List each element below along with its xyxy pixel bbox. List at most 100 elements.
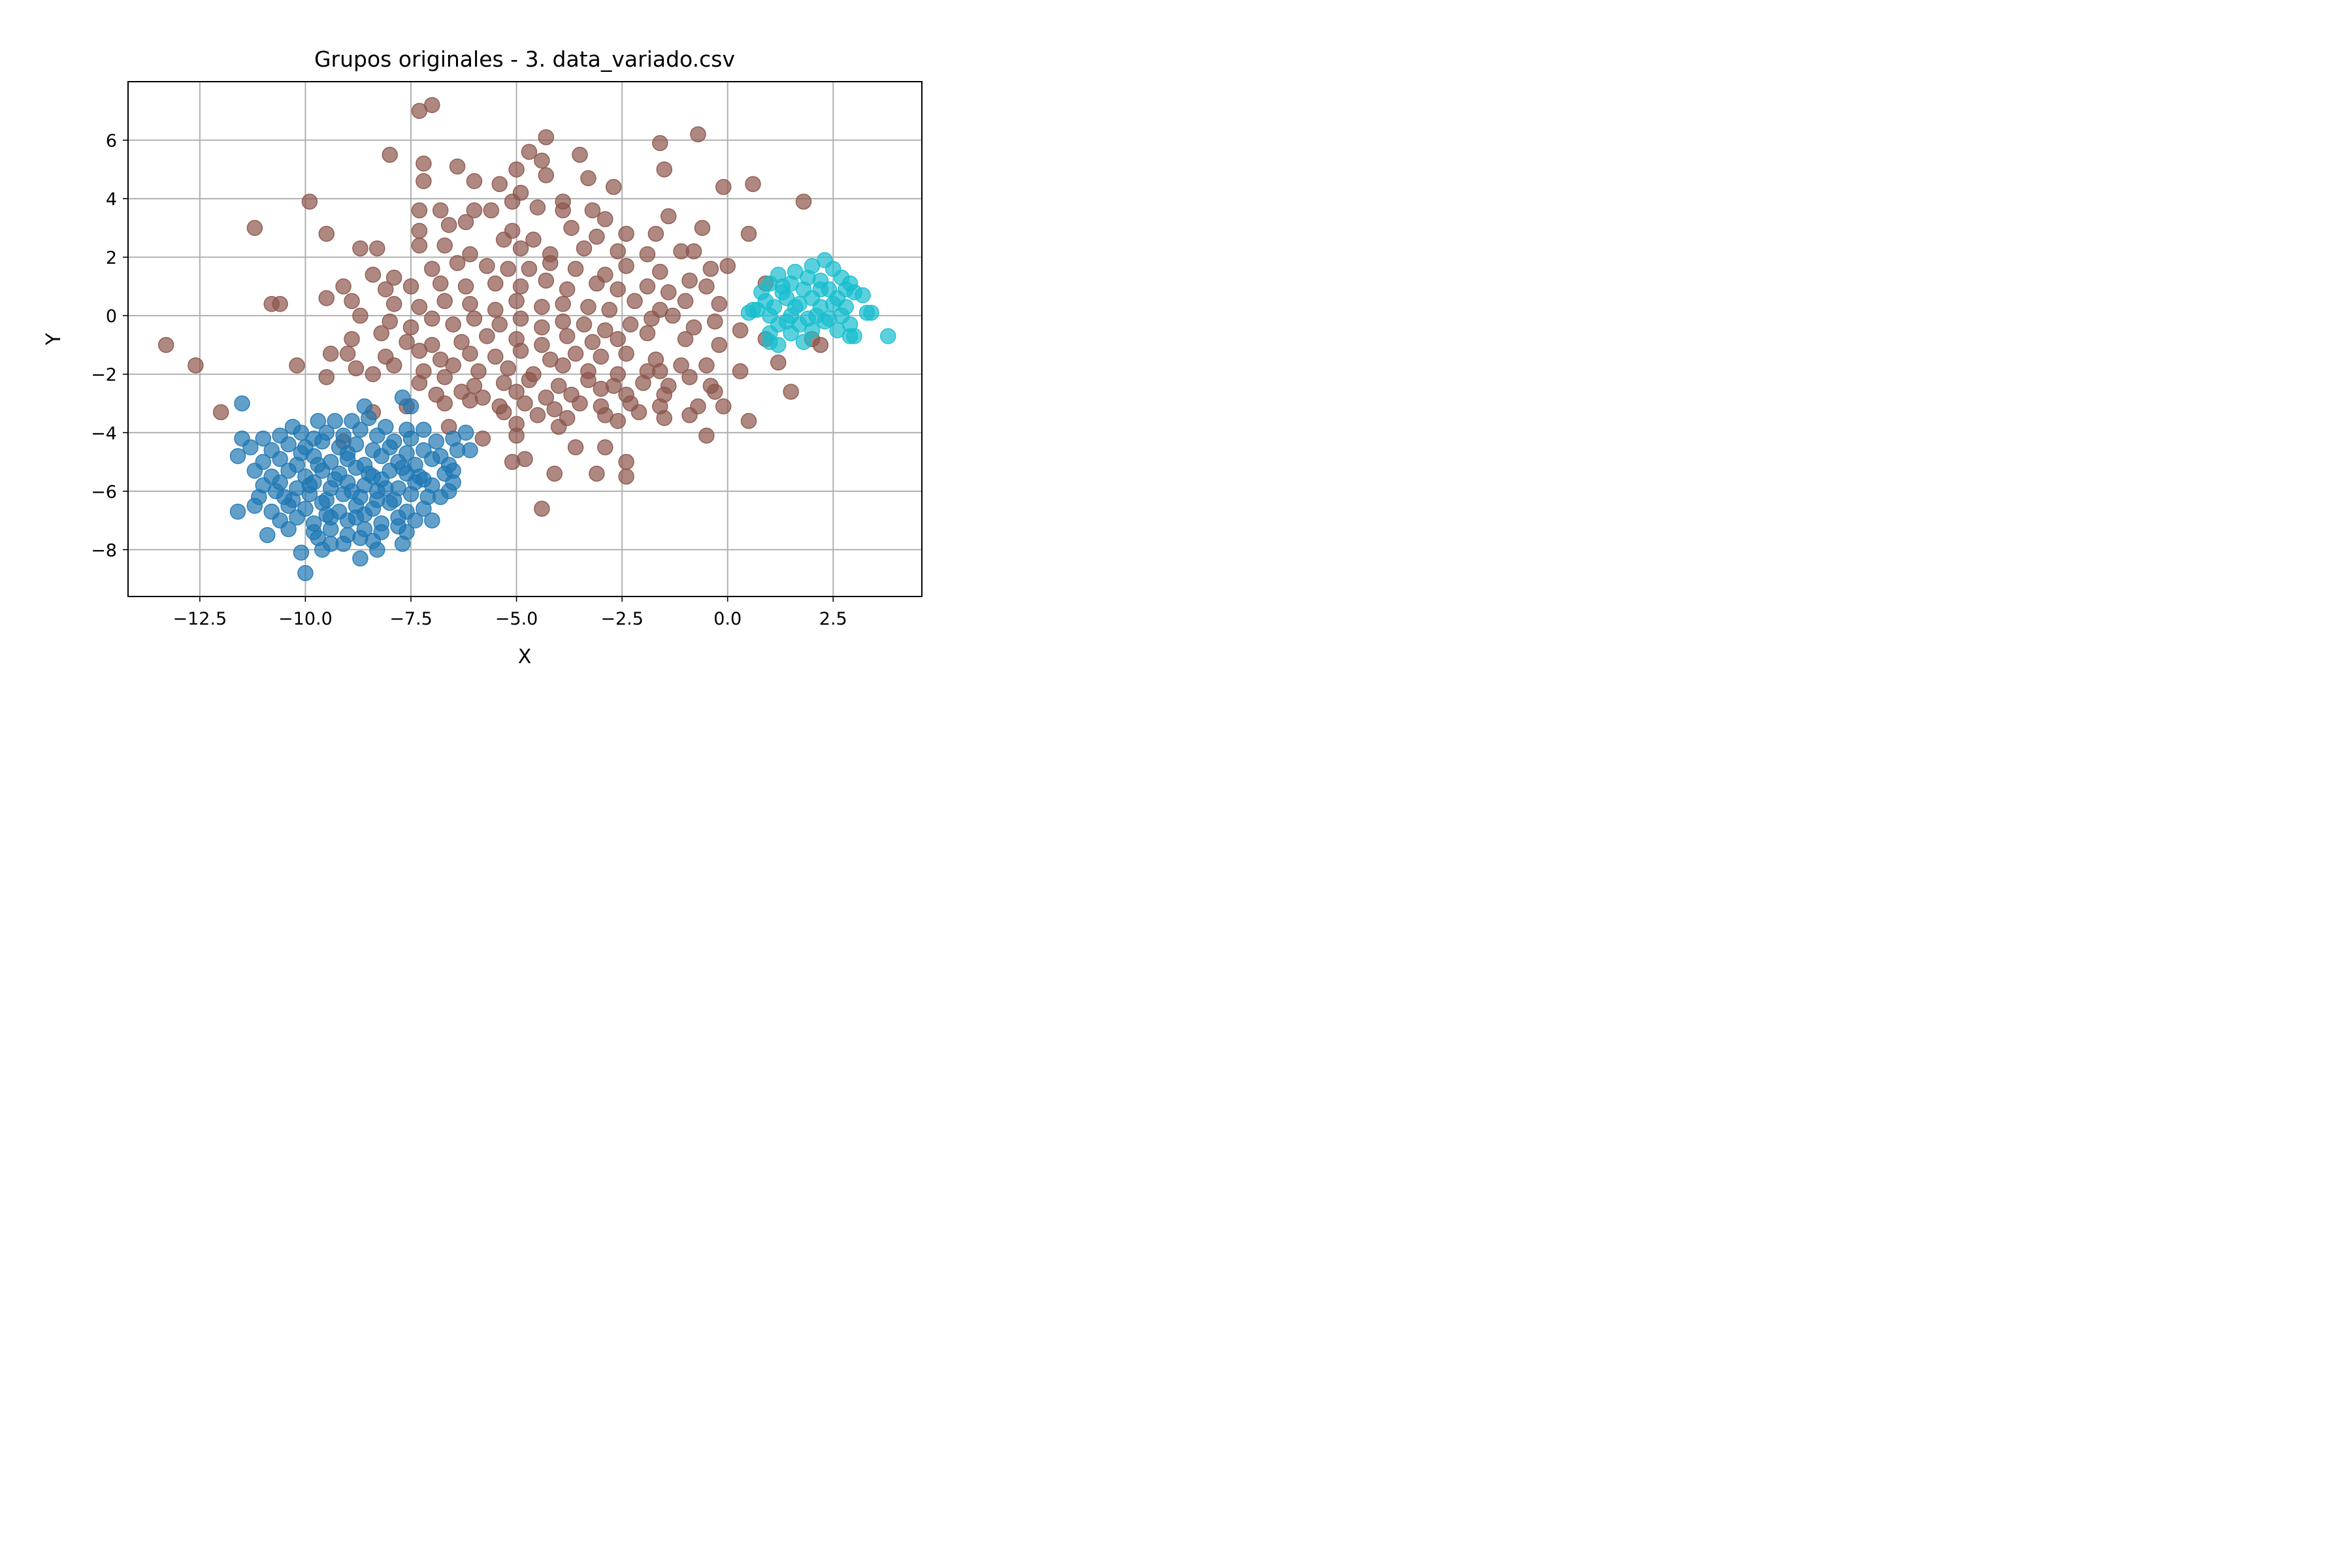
data-point — [711, 336, 728, 353]
data-point — [289, 357, 305, 374]
data-point — [352, 307, 368, 324]
data-point — [795, 334, 812, 350]
data-point — [416, 155, 432, 172]
data-point — [538, 389, 555, 406]
data-point — [698, 278, 715, 295]
data-point — [800, 310, 816, 327]
data-point — [610, 413, 626, 429]
data-point — [681, 407, 698, 423]
data-point — [589, 275, 605, 292]
data-point — [685, 319, 702, 336]
data-point — [301, 477, 318, 494]
data-point — [812, 281, 829, 298]
data-point — [647, 225, 664, 242]
data-point — [500, 261, 516, 277]
data-point — [487, 301, 504, 318]
data-point — [348, 509, 365, 526]
data-point — [572, 146, 588, 163]
data-point — [229, 503, 246, 520]
data-point — [466, 310, 483, 327]
data-point — [770, 354, 787, 371]
y-tick-label: −2 — [91, 365, 117, 385]
data-point — [685, 243, 702, 259]
data-point — [318, 225, 335, 242]
data-point — [369, 492, 385, 508]
data-point — [593, 380, 610, 397]
data-point — [660, 284, 677, 301]
y-tick-label: −6 — [91, 482, 117, 502]
data-point — [745, 176, 761, 192]
data-point — [424, 310, 440, 327]
data-point — [715, 178, 732, 195]
data-point — [538, 129, 555, 146]
data-point — [382, 146, 398, 163]
data-point — [580, 372, 596, 388]
data-point — [385, 296, 402, 312]
data-point — [508, 384, 525, 400]
data-point — [846, 328, 862, 344]
series-1 — [157, 97, 829, 517]
data-point — [610, 281, 626, 298]
data-point — [589, 229, 605, 245]
data-point — [639, 246, 656, 263]
data-point — [517, 395, 533, 412]
data-point — [293, 445, 310, 461]
data-point — [580, 170, 596, 186]
data-point — [563, 220, 580, 237]
data-point — [512, 310, 529, 327]
data-point — [812, 336, 829, 353]
data-point — [280, 521, 297, 538]
data-point — [462, 442, 478, 459]
data-point — [457, 425, 474, 441]
data-point — [740, 413, 757, 429]
data-point — [411, 342, 428, 359]
data-point — [491, 176, 508, 192]
data-point — [491, 316, 508, 333]
data-point — [234, 395, 250, 412]
data-point — [707, 313, 723, 330]
data-point — [698, 357, 715, 374]
data-point — [512, 342, 529, 359]
data-point — [466, 202, 483, 219]
data-point — [504, 193, 521, 210]
data-point — [462, 296, 478, 312]
data-point — [508, 427, 525, 444]
data-point — [394, 536, 411, 552]
data-point — [774, 278, 791, 295]
data-point — [597, 211, 613, 227]
data-point — [301, 193, 318, 210]
data-point — [534, 336, 550, 353]
data-point — [424, 261, 440, 277]
data-point — [352, 240, 368, 257]
series-2 — [229, 389, 478, 581]
data-point — [597, 322, 613, 338]
data-point — [424, 451, 440, 467]
data-point — [534, 319, 550, 336]
data-point — [589, 465, 605, 482]
data-point — [673, 357, 689, 374]
data-point — [373, 448, 390, 465]
data-point — [229, 448, 246, 465]
data-point — [402, 430, 419, 447]
data-point — [242, 439, 259, 455]
data-point — [339, 445, 356, 461]
y-tick-label: 6 — [106, 131, 117, 152]
data-point — [361, 410, 377, 427]
data-point — [652, 363, 668, 380]
data-point — [740, 225, 757, 242]
data-point — [567, 261, 584, 277]
data-point — [783, 384, 799, 400]
data-point — [618, 453, 634, 470]
data-point — [495, 404, 512, 421]
data-point — [399, 334, 415, 350]
x-axis-label: X — [518, 645, 532, 668]
data-point — [702, 261, 719, 277]
x-axis-ticks: −12.5 −10.0 −7.5 −5.0 −2.5 0.0 2.5 — [172, 596, 847, 629]
data-point — [432, 202, 449, 219]
data-point — [369, 240, 385, 257]
data-point — [445, 316, 461, 333]
data-point — [352, 421, 368, 438]
data-point — [534, 500, 550, 517]
data-point — [627, 293, 643, 310]
data-point — [855, 287, 871, 304]
